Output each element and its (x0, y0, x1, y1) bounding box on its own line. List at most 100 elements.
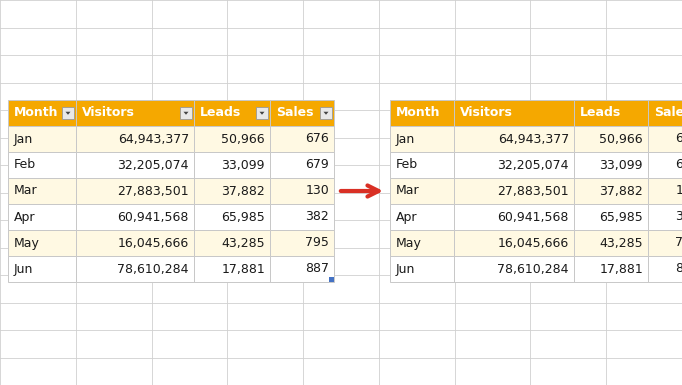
Bar (574, 178, 648, 204)
Text: Sales: Sales (654, 107, 682, 119)
Bar (8, 126, 76, 152)
Bar (454, 178, 574, 204)
Bar (574, 256, 648, 282)
Text: 50,966: 50,966 (599, 132, 643, 146)
Text: 130: 130 (675, 184, 682, 198)
Bar (390, 178, 454, 204)
Text: 32,205,074: 32,205,074 (117, 159, 189, 171)
Bar (256, 107, 268, 119)
Text: 16,045,666: 16,045,666 (118, 236, 189, 249)
Text: Month: Month (396, 107, 441, 119)
Bar (329, 277, 334, 282)
Bar (194, 152, 270, 178)
Bar (76, 100, 194, 126)
Text: 679: 679 (306, 159, 329, 171)
Text: 27,883,501: 27,883,501 (117, 184, 189, 198)
Bar (454, 204, 574, 230)
Text: Jun: Jun (14, 263, 33, 276)
Bar (194, 178, 270, 204)
Bar (648, 126, 682, 152)
Text: 37,882: 37,882 (599, 184, 643, 198)
Text: 50,966: 50,966 (222, 132, 265, 146)
Polygon shape (183, 112, 188, 115)
Bar (454, 230, 574, 256)
Text: 27,883,501: 27,883,501 (497, 184, 569, 198)
Text: Feb: Feb (14, 159, 36, 171)
Text: Visitors: Visitors (82, 107, 135, 119)
Text: 64,943,377: 64,943,377 (118, 132, 189, 146)
Text: 16,045,666: 16,045,666 (498, 236, 569, 249)
Bar (454, 100, 574, 126)
Bar (8, 230, 76, 256)
Bar (8, 204, 76, 230)
Bar (76, 126, 194, 152)
Text: May: May (396, 236, 422, 249)
Bar (8, 256, 76, 282)
Bar (454, 152, 574, 178)
Bar (270, 204, 334, 230)
Text: Leads: Leads (580, 107, 621, 119)
Text: 887: 887 (675, 263, 682, 276)
Bar (194, 230, 270, 256)
Text: Month: Month (14, 107, 59, 119)
Text: Mar: Mar (396, 184, 419, 198)
Bar (194, 256, 270, 282)
Bar (390, 100, 454, 126)
Text: 17,881: 17,881 (221, 263, 265, 276)
Bar (270, 256, 334, 282)
Bar (648, 178, 682, 204)
Text: 78,610,284: 78,610,284 (117, 263, 189, 276)
Text: May: May (14, 236, 40, 249)
Text: 676: 676 (675, 132, 682, 146)
Bar (390, 256, 454, 282)
Text: Apr: Apr (396, 211, 417, 224)
Bar (8, 152, 76, 178)
Text: 33,099: 33,099 (599, 159, 643, 171)
Text: Jan: Jan (14, 132, 33, 146)
Bar (8, 100, 76, 126)
Bar (648, 256, 682, 282)
Bar (574, 100, 648, 126)
Text: Mar: Mar (14, 184, 38, 198)
Bar (76, 230, 194, 256)
Text: 795: 795 (305, 236, 329, 249)
Text: 887: 887 (305, 263, 329, 276)
Text: Feb: Feb (396, 159, 418, 171)
Text: 65,985: 65,985 (221, 211, 265, 224)
Bar (648, 100, 682, 126)
Text: Jun: Jun (396, 263, 415, 276)
Bar (180, 107, 192, 119)
Bar (390, 204, 454, 230)
Bar (76, 204, 194, 230)
Bar (320, 107, 332, 119)
Bar (574, 152, 648, 178)
Text: Visitors: Visitors (460, 107, 513, 119)
Text: 382: 382 (675, 211, 682, 224)
Text: 676: 676 (306, 132, 329, 146)
Text: 32,205,074: 32,205,074 (497, 159, 569, 171)
Text: 33,099: 33,099 (222, 159, 265, 171)
Bar (270, 178, 334, 204)
Polygon shape (323, 112, 329, 115)
Text: 43,285: 43,285 (222, 236, 265, 249)
Text: 130: 130 (306, 184, 329, 198)
FancyArrowPatch shape (341, 186, 379, 197)
Bar (648, 230, 682, 256)
Bar (390, 230, 454, 256)
Bar (574, 126, 648, 152)
Text: Jan: Jan (396, 132, 415, 146)
Text: 64,943,377: 64,943,377 (498, 132, 569, 146)
Text: Apr: Apr (14, 211, 35, 224)
Bar (194, 126, 270, 152)
Bar (8, 178, 76, 204)
Text: Sales: Sales (276, 107, 314, 119)
Text: 37,882: 37,882 (221, 184, 265, 198)
Text: 679: 679 (675, 159, 682, 171)
Bar (648, 204, 682, 230)
Text: 60,941,568: 60,941,568 (117, 211, 189, 224)
Text: 60,941,568: 60,941,568 (498, 211, 569, 224)
Bar (390, 152, 454, 178)
Bar (62, 107, 74, 119)
Text: 795: 795 (675, 236, 682, 249)
Bar (454, 256, 574, 282)
